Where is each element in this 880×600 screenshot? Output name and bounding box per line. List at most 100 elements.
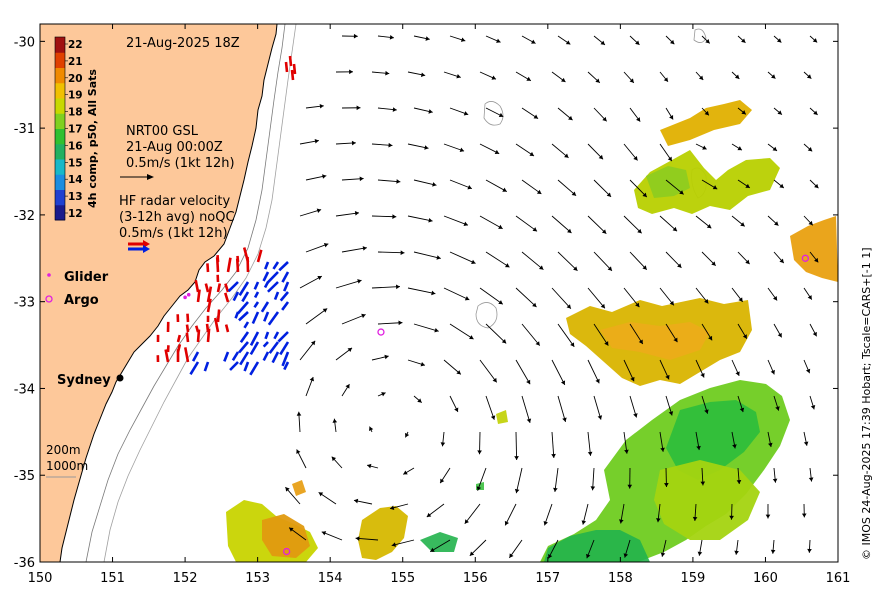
lat-tick-label: -36 (14, 556, 35, 571)
colorbar-tick-label: 12 (68, 208, 83, 220)
gsl-arrowhead (571, 191, 577, 196)
gsl-arrow (515, 431, 518, 461)
gsl-arrowhead (812, 331, 817, 337)
gsl-arrowhead (533, 114, 539, 119)
gsl-arrowhead (667, 156, 672, 162)
gsl-arrowhead (396, 179, 401, 184)
argo-markers (283, 254, 810, 556)
gsl-arrow (335, 279, 362, 289)
argo-float-marker (801, 254, 810, 262)
lon-tick-label: 155 (390, 571, 415, 586)
gsl-arrowhead (673, 337, 678, 343)
gsl-arrowhead (543, 520, 548, 526)
gsl-arrowhead (623, 553, 629, 558)
longitude-axis: 150 151 152 153 154 155 156 157 158 159 160 161 (28, 24, 850, 586)
gsl-arrowhead (361, 313, 366, 319)
gsl-arrow (443, 287, 470, 301)
hf-arrow (164, 349, 170, 363)
colorbar-swatch (55, 67, 65, 84)
gsl-arrowhead (774, 221, 779, 226)
gsl-arrow (449, 179, 473, 190)
gsl-arrowhead (679, 190, 684, 195)
gsl-arrowhead (440, 478, 445, 484)
hf-scale-arrows (128, 240, 150, 253)
gsl-arrow (377, 251, 405, 254)
colorbar-swatch (55, 82, 65, 99)
glider-markers (183, 292, 191, 300)
gsl-arrowhead (570, 342, 575, 347)
hf-arrow (206, 328, 211, 343)
hf-arrow (239, 331, 250, 344)
gsl-arrow (413, 251, 441, 259)
gsl-scale-arrow (120, 174, 154, 180)
gsl-arrow (515, 215, 538, 232)
gsl-arrowhead (494, 149, 500, 155)
gsl-arrowhead (807, 548, 812, 553)
gsl-arrowhead (706, 224, 712, 229)
sst-patch (654, 460, 760, 540)
hf-legend-title: HF radar velocity (119, 194, 231, 209)
gsl-arrowhead (505, 263, 510, 268)
hf-arrow (214, 317, 220, 333)
hf-arrow (238, 341, 249, 354)
colorbar-tick-label: 18 (68, 107, 83, 119)
gsl-arrow (521, 179, 542, 195)
gsl-arrowhead (567, 228, 572, 233)
lon-tick-label: 160 (753, 571, 778, 586)
hf-arrow (215, 257, 220, 273)
gsl-arrowhead (677, 263, 682, 268)
gsl-arrowhead (316, 208, 322, 213)
gsl-arrow (371, 286, 400, 289)
gsl-arrow (593, 323, 609, 346)
gsl-arrowhead (697, 551, 703, 556)
gsl-arrowhead (669, 115, 674, 120)
gsl-arrowhead (526, 76, 531, 81)
colorbar-swatch (55, 159, 65, 175)
hf-arrow (203, 361, 210, 372)
gsl-arrowhead (436, 255, 441, 260)
lat-tick-label: -33 (14, 296, 35, 311)
depth-contour-1000m (103, 23, 297, 563)
glider-marker (183, 295, 187, 300)
gsl-arrowhead (551, 453, 556, 458)
gsl-arrowhead (768, 442, 773, 448)
lon-tick-label: 159 (680, 571, 705, 586)
gsl-arrowhead (460, 37, 466, 42)
gsl-arrowhead (672, 226, 678, 232)
gsl-arrowhead (602, 116, 607, 122)
hf-arrow (183, 347, 190, 363)
hf-arrow (283, 361, 290, 371)
gsl-arrow (305, 308, 328, 325)
gsl-arrowhead (806, 74, 812, 79)
gsl-arrowhead (740, 222, 745, 227)
hf-arrow (253, 281, 260, 290)
gsl-arrowhead (705, 39, 710, 44)
hf-arrow (223, 351, 230, 362)
gsl-arrowhead (490, 415, 496, 420)
gsl-arrowhead (581, 520, 587, 525)
gsl-arrowhead (738, 297, 743, 302)
gsl-arrowhead (561, 77, 566, 82)
gsl-arrowhead (669, 300, 674, 306)
hf-arrow (249, 341, 260, 356)
hf-arrow (262, 341, 269, 348)
gsl-arrow (443, 215, 469, 226)
gsl-arrowhead (712, 185, 718, 190)
sst-patch (496, 410, 508, 424)
hf-arrow (264, 331, 270, 340)
gsl-arrowhead (698, 75, 704, 80)
seamount-contour (475, 302, 498, 329)
colorbar-swatch (55, 98, 65, 114)
gsl-arrowhead (514, 456, 519, 460)
gsl-arrow (371, 215, 397, 218)
glider-marker (186, 292, 191, 297)
gsl-arrowhead (384, 354, 389, 360)
sst-patch (600, 322, 710, 360)
gsl-arrow (305, 243, 329, 253)
lat-tick-label: -30 (14, 35, 35, 50)
gsl-arrowhead (564, 153, 569, 158)
hf-arrow (273, 331, 280, 340)
gsl-arrow (341, 314, 366, 325)
gsl-arrowhead (526, 379, 531, 385)
credit-text: © IMOS 24-Aug-2025 17:39 Hobart; Tscale=… (860, 247, 873, 560)
